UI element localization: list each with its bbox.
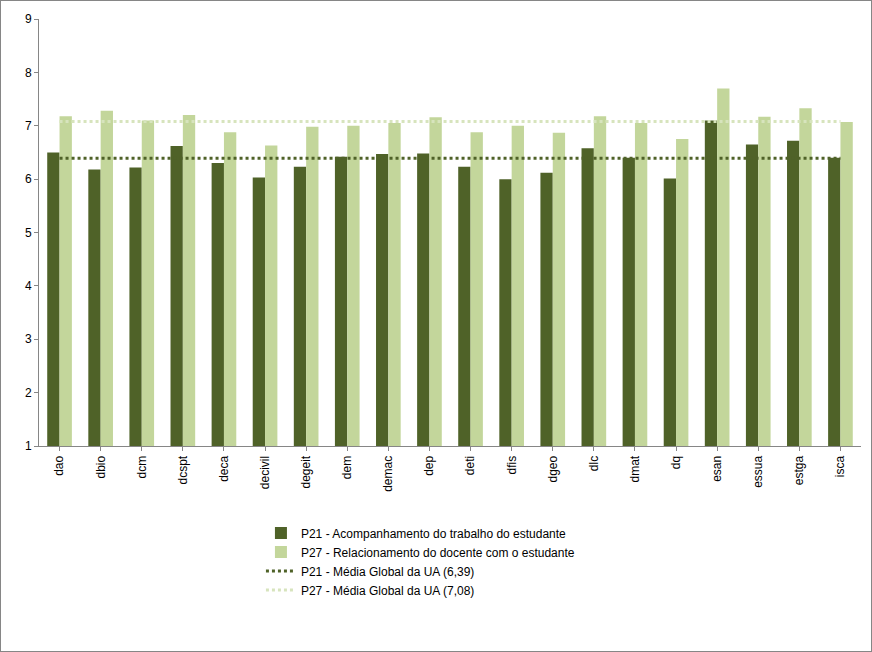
svg-text:demac: demac — [381, 456, 395, 492]
svg-text:dq: dq — [669, 456, 683, 469]
svg-text:8: 8 — [25, 66, 32, 80]
svg-text:dfis: dfis — [505, 456, 519, 475]
svg-text:dcm: dcm — [135, 456, 149, 479]
svg-text:3: 3 — [25, 332, 32, 346]
svg-text:dlc: dlc — [587, 456, 601, 471]
svg-text:isca: isca — [833, 455, 847, 477]
svg-text:7: 7 — [25, 119, 32, 133]
svg-text:P21 - Média Global da UA (6,39: P21 - Média Global da UA (6,39) — [301, 565, 474, 579]
svg-text:9: 9 — [25, 12, 32, 26]
svg-text:4: 4 — [25, 279, 32, 293]
svg-text:decivil: decivil — [258, 456, 272, 489]
svg-text:deca: deca — [217, 455, 231, 481]
svg-text:P21 - Acompanhamento do trabal: P21 - Acompanhamento do trabalho do estu… — [301, 527, 566, 541]
svg-text:essua: essua — [751, 455, 765, 487]
svg-text:P27 - Relacionamento do docent: P27 - Relacionamento do docente com o es… — [301, 546, 575, 560]
svg-text:dao: dao — [52, 455, 66, 475]
svg-text:dcspt: dcspt — [176, 455, 190, 484]
svg-text:deti: deti — [463, 456, 477, 475]
svg-text:6: 6 — [25, 172, 32, 186]
svg-text:dem: dem — [340, 456, 354, 479]
svg-text:P27 - Média Global da UA (7,08: P27 - Média Global da UA (7,08) — [301, 584, 474, 598]
svg-text:dep: dep — [422, 455, 436, 475]
svg-text:estga: estga — [792, 455, 806, 485]
svg-text:degeit: degeit — [299, 455, 313, 488]
svg-text:dmat: dmat — [628, 455, 642, 482]
svg-text:5: 5 — [25, 226, 32, 240]
svg-text:esan: esan — [710, 456, 724, 482]
svg-text:dbio: dbio — [94, 455, 108, 478]
svg-text:dgeo: dgeo — [546, 455, 560, 482]
svg-text:2: 2 — [25, 386, 32, 400]
svg-text:1: 1 — [25, 439, 32, 453]
